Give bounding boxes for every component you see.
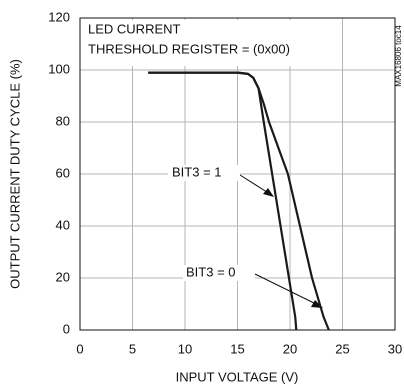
- x-tick-label: 0: [76, 341, 83, 356]
- y-tick-label: 80: [56, 113, 70, 128]
- annotation-arrow: [254, 273, 319, 306]
- y-tick-label: 120: [48, 9, 70, 24]
- label-background: [168, 165, 240, 181]
- note-line: LED CURRENT: [88, 21, 181, 36]
- note-background: [82, 20, 294, 66]
- y-tick-label: 100: [48, 61, 70, 76]
- grid: [79, 17, 396, 331]
- x-tick-label: 5: [129, 341, 136, 356]
- y-tick-label: 40: [56, 217, 70, 232]
- y-tick-label: 20: [56, 269, 70, 284]
- note-line: THRESHOLD REGISTER = (0x00): [88, 41, 290, 56]
- y-tick-label: 0: [63, 321, 70, 336]
- x-tick-label: 30: [388, 341, 402, 356]
- x-tick-label: 25: [335, 341, 349, 356]
- x-axis-label: INPUT VOLTAGE (V): [176, 369, 299, 384]
- x-tick-label: 10: [178, 341, 192, 356]
- series-line: [148, 71, 298, 331]
- x-tick-label: 15: [230, 341, 244, 356]
- arrow-head: [263, 188, 274, 197]
- plot-frame: [79, 17, 396, 331]
- y-tick-label: 60: [56, 165, 70, 180]
- series-line: [148, 71, 330, 331]
- label-background: [183, 265, 255, 281]
- series-annotation: BIT3 = 1: [172, 164, 222, 179]
- annotation-arrow: [239, 174, 271, 195]
- y-axis-label: OUTPUT CURRENT DUTY CYCLE (%): [7, 59, 22, 289]
- figure-code: MAX16806 toc14: [394, 25, 403, 87]
- series-annotation: BIT3 = 0: [186, 264, 236, 279]
- x-tick-label: 20: [283, 341, 297, 356]
